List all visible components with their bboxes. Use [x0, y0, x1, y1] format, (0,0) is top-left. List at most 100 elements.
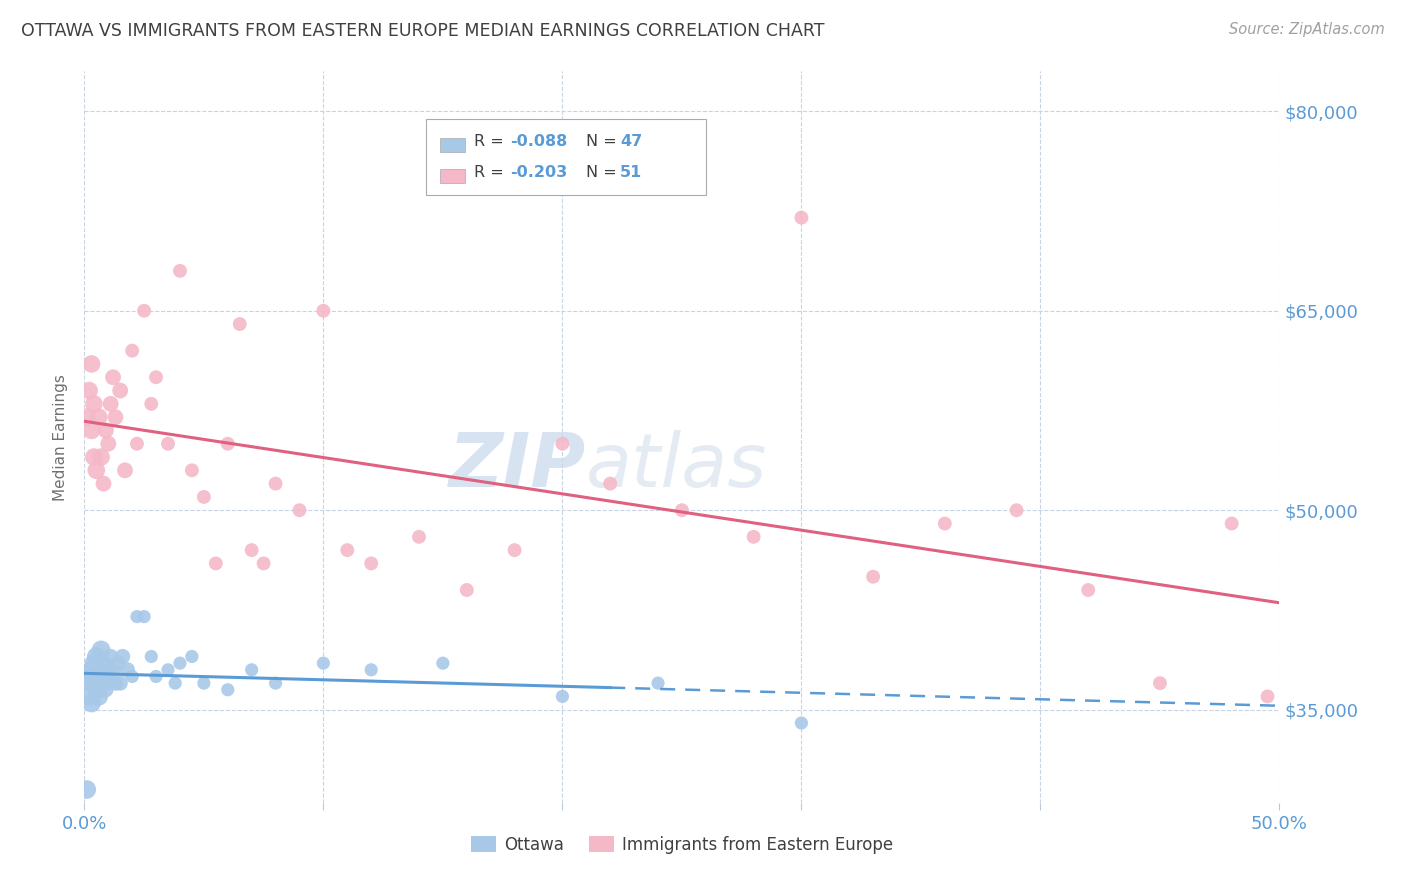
Point — [503, 543, 526, 558]
Point — [551, 690, 574, 704]
Point — [217, 682, 239, 697]
Point — [87, 663, 110, 677]
Text: -0.088: -0.088 — [510, 134, 568, 149]
Point — [101, 370, 124, 384]
Point — [456, 582, 478, 597]
Point — [165, 676, 187, 690]
Point — [1220, 516, 1243, 531]
Point — [83, 397, 105, 411]
Point — [86, 649, 108, 664]
Point — [110, 384, 132, 398]
Point — [790, 211, 813, 225]
Point — [157, 436, 180, 450]
Point — [86, 682, 108, 697]
Point — [288, 503, 311, 517]
Point — [432, 656, 454, 670]
Point — [599, 476, 621, 491]
Point — [110, 676, 132, 690]
Point — [93, 676, 115, 690]
Point — [111, 649, 134, 664]
Point — [193, 490, 215, 504]
Point — [80, 357, 103, 371]
Point — [1257, 690, 1279, 704]
Point — [90, 450, 112, 464]
Point — [145, 669, 167, 683]
Point — [360, 557, 382, 571]
Point — [94, 424, 117, 438]
Point — [90, 669, 112, 683]
Point — [141, 649, 163, 664]
Point — [93, 656, 115, 670]
Point — [80, 663, 103, 677]
Point — [94, 682, 117, 697]
Point — [240, 663, 263, 677]
Point — [97, 436, 120, 450]
Point — [93, 476, 115, 491]
Point — [97, 663, 120, 677]
Point — [862, 570, 884, 584]
Point — [157, 663, 180, 677]
Point — [86, 463, 108, 477]
Point — [790, 716, 813, 731]
Text: -0.203: -0.203 — [510, 165, 568, 180]
Point — [181, 463, 204, 477]
Point — [77, 669, 100, 683]
Point — [76, 782, 98, 797]
Text: 51: 51 — [620, 165, 643, 180]
Point — [264, 676, 287, 690]
Point — [551, 436, 574, 450]
Point — [80, 696, 103, 710]
Point — [100, 397, 122, 411]
Legend: Ottawa, Immigrants from Eastern Europe: Ottawa, Immigrants from Eastern Europe — [464, 829, 900, 860]
Point — [360, 663, 382, 677]
Text: N =: N = — [586, 165, 617, 180]
Point — [117, 663, 139, 677]
Point — [141, 397, 163, 411]
Point — [77, 690, 100, 704]
Point — [94, 676, 117, 690]
Point — [169, 656, 191, 670]
Point — [1149, 676, 1171, 690]
Point — [205, 557, 228, 571]
Point — [104, 410, 127, 425]
Point — [107, 656, 129, 670]
Point — [87, 690, 110, 704]
Point — [253, 557, 276, 571]
Point — [1077, 582, 1099, 597]
Point — [104, 676, 127, 690]
Text: OTTAWA VS IMMIGRANTS FROM EASTERN EUROPE MEDIAN EARNINGS CORRELATION CHART: OTTAWA VS IMMIGRANTS FROM EASTERN EUROPE… — [21, 22, 824, 40]
Point — [83, 676, 105, 690]
Point — [229, 317, 252, 331]
Point — [193, 676, 215, 690]
Text: R =: R = — [474, 134, 503, 149]
Point — [114, 463, 136, 477]
Point — [121, 343, 143, 358]
Point — [80, 676, 103, 690]
Point — [145, 370, 167, 384]
Point — [312, 656, 335, 670]
Point — [671, 503, 693, 517]
Point — [742, 530, 765, 544]
Point — [125, 609, 148, 624]
Point — [77, 384, 100, 398]
Text: 47: 47 — [620, 134, 643, 149]
Point — [312, 303, 335, 318]
Text: Source: ZipAtlas.com: Source: ZipAtlas.com — [1229, 22, 1385, 37]
Point — [80, 424, 103, 438]
Point — [240, 543, 263, 558]
Point — [100, 649, 122, 664]
Point — [169, 264, 191, 278]
Point — [97, 669, 120, 683]
Point — [934, 516, 956, 531]
Text: N =: N = — [586, 134, 617, 149]
Text: ZIP: ZIP — [449, 430, 586, 503]
Text: R =: R = — [474, 165, 503, 180]
Point — [86, 669, 108, 683]
Point — [101, 663, 124, 677]
Point — [181, 649, 204, 664]
Point — [336, 543, 359, 558]
Point — [264, 476, 287, 491]
Point — [90, 643, 112, 657]
Point — [1005, 503, 1028, 517]
Point — [76, 410, 98, 425]
